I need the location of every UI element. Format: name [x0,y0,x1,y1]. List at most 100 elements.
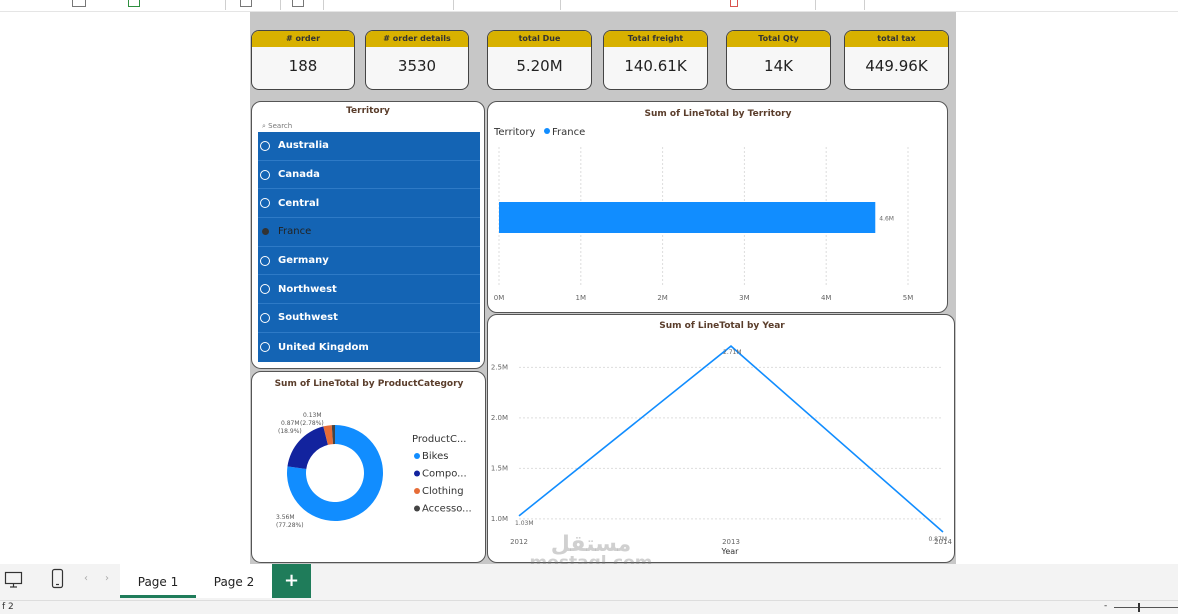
toolbar-divider [453,0,454,10]
line-data-label: 1.03M [515,520,534,527]
radio-icon [260,169,270,180]
x-tick-label: 2012 [510,538,528,546]
slicer-item-label: Australia [278,140,329,152]
watermark-arabic: مستقل [550,532,632,557]
legend-item[interactable]: Bikes [422,451,448,462]
x-tick-label: 3M [739,294,750,302]
toolbar-icon[interactable] [730,0,738,7]
legend-marker [414,505,420,512]
kpi-card-order-details[interactable]: # order details 3530 [365,30,469,90]
donut-slice-components[interactable] [287,426,328,469]
kpi-card-orders[interactable]: # order 188 [251,30,355,90]
line-series[interactable] [518,345,944,533]
toolbar-icon[interactable] [292,0,304,7]
line-data-label: 2.71M [723,349,742,356]
y-tick-label: 2.0M [491,414,508,422]
chart-title: Sum of LineTotal by Year [659,321,785,331]
x-tick-label: 1M [576,294,587,302]
chart-title: Sum of LineTotal by ProductCategory [275,379,464,389]
tab-page-2[interactable]: Page 2 [196,564,272,598]
territory-bar-chart[interactable]: Sum of LineTotal by Territory Territory … [487,101,948,313]
radio-icon [260,342,270,353]
kpi-card-total-freight[interactable]: Total freight 140.61K [603,30,708,90]
x-tick-label: 2013 [722,538,740,546]
page-tabs-bar: ‹ › Page 1 Page 2 + f 2 - [0,564,1178,614]
kpi-value: 5.20M [516,57,563,75]
toolbar-icon[interactable] [240,0,252,7]
phone-icon[interactable] [50,568,66,590]
slicer-title: Territory [346,106,390,116]
y-tick-label: 1.0M [491,515,508,523]
slice-data-label: (2.78%) [300,420,324,427]
slicer-item-label: Germany [278,255,329,267]
slice-data-label: (77.28%) [276,522,304,529]
legend-marker [414,470,420,477]
slicer-search[interactable]: ⌕ Search [262,122,292,131]
product-category-donut-chart[interactable]: Sum of LineTotal by ProductCategory 3.56… [251,371,486,563]
kpi-card-total-due[interactable]: total Due 5.20M [487,30,592,90]
desktop-icon[interactable] [4,570,24,590]
donut-slice-accessories[interactable] [331,425,335,445]
toolbar-divider [323,0,324,10]
legend-item[interactable]: Clothing [422,486,464,497]
kpi-card-total-qty[interactable]: Total Qty 14K [726,30,831,90]
radio-icon [260,198,270,209]
bar-france[interactable] [499,202,876,233]
zoom-out-button[interactable]: - [1104,601,1108,611]
slicer-item-france[interactable]: France [258,218,480,247]
x-axis-title: Year [721,547,740,556]
toolbar-divider [280,0,281,10]
toolbar-divider [225,0,226,10]
slicer-item-germany[interactable]: Germany [258,247,480,276]
kpi-label: Total freight [604,31,707,47]
kpi-value: 14K [764,57,793,75]
bar-chart-svg: Sum of LineTotal by Territory Territory … [493,109,914,302]
legend-item[interactable]: Compo... [422,469,467,480]
kpi-value: 140.61K [624,57,687,75]
legend-marker [414,453,420,459]
slicer-item-northwest[interactable]: Northwest [258,275,480,305]
chevron-right-icon[interactable]: › [105,573,109,584]
legend-item[interactable]: Accesso... [422,504,472,515]
add-page-button[interactable]: + [272,564,311,598]
slicer-search-placeholder: Search [268,122,293,130]
slicer-item-united-kingdom[interactable]: United Kingdom [258,333,480,362]
slice-data-label: (18.9%) [278,428,302,435]
slicer-item-central[interactable]: Central [258,189,480,219]
legend-marker [414,488,420,494]
toolbar-divider [560,0,561,10]
slicer-item-southwest[interactable]: Southwest [258,304,480,333]
line-data-label: 0.87M [928,536,947,543]
slicer-item-australia[interactable]: Australia [258,132,480,161]
legend-marker [544,128,550,134]
slicer-item-label: United Kingdom [278,341,369,353]
tab-page-1[interactable]: Page 1 [120,564,196,598]
zoom-slider[interactable] [1114,607,1178,608]
toolbar-divider [815,0,816,10]
slice-data-label: 3.56M [276,514,295,521]
donut-chart-svg: Sum of LineTotal by ProductCategory 3.56… [275,379,472,529]
x-tick-label: 5M [903,294,914,302]
page-count: f 2 [2,602,14,612]
kpi-label: total tax [845,31,948,47]
kpi-label: # order details [366,31,468,47]
kpi-value: 449.96K [865,57,928,75]
zoom-slider-handle[interactable] [1138,603,1140,612]
toolbar-icon[interactable] [128,0,140,7]
radio-icon [260,312,270,323]
chevron-left-icon[interactable]: ‹ [84,573,88,584]
donut-slice-clothing[interactable] [323,425,334,445]
kpi-label: Total Qty [727,31,830,47]
kpi-card-total-tax[interactable]: total tax 449.96K [844,30,949,90]
slicer-item-label: Southwest [278,312,338,324]
slicer-item-canada[interactable]: Canada [258,161,480,190]
donut-slice-bikes[interactable] [287,425,383,521]
ribbon-toolbar [0,0,1178,12]
toolbar-icon[interactable] [72,0,86,7]
year-line-chart[interactable]: Sum of LineTotal by Year 1.0M 1.5M 2.0M 2.5… [487,314,955,563]
legend-title: Territory [493,127,536,138]
legend-title: ProductC... [412,434,467,445]
chart-title: Sum of LineTotal by Territory [645,109,792,119]
x-tick-label: 4M [821,294,832,302]
search-icon: ⌕ [262,122,266,130]
